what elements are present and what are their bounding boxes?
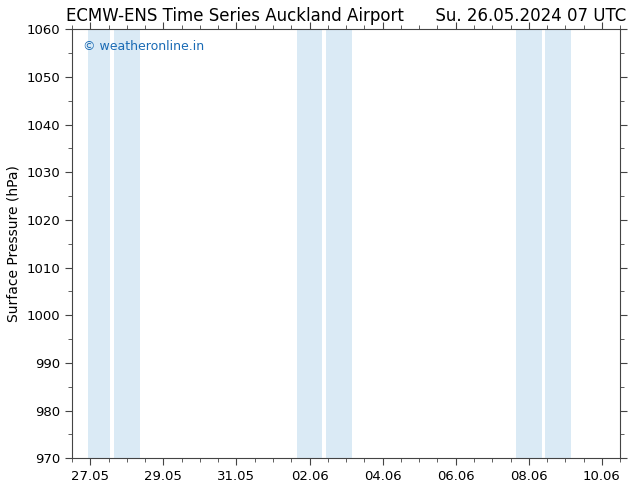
- Y-axis label: Surface Pressure (hPa): Surface Pressure (hPa): [7, 165, 21, 322]
- Bar: [89, 29, 110, 458]
- Bar: [545, 29, 571, 458]
- Bar: [326, 29, 352, 458]
- Bar: [516, 29, 541, 458]
- Bar: [114, 29, 139, 458]
- Text: © weatheronline.in: © weatheronline.in: [83, 40, 204, 53]
- Bar: [297, 29, 322, 458]
- Title: ECMW-ENS Time Series Auckland Airport      Su. 26.05.2024 07 UTC: ECMW-ENS Time Series Auckland Airport Su…: [66, 7, 626, 25]
